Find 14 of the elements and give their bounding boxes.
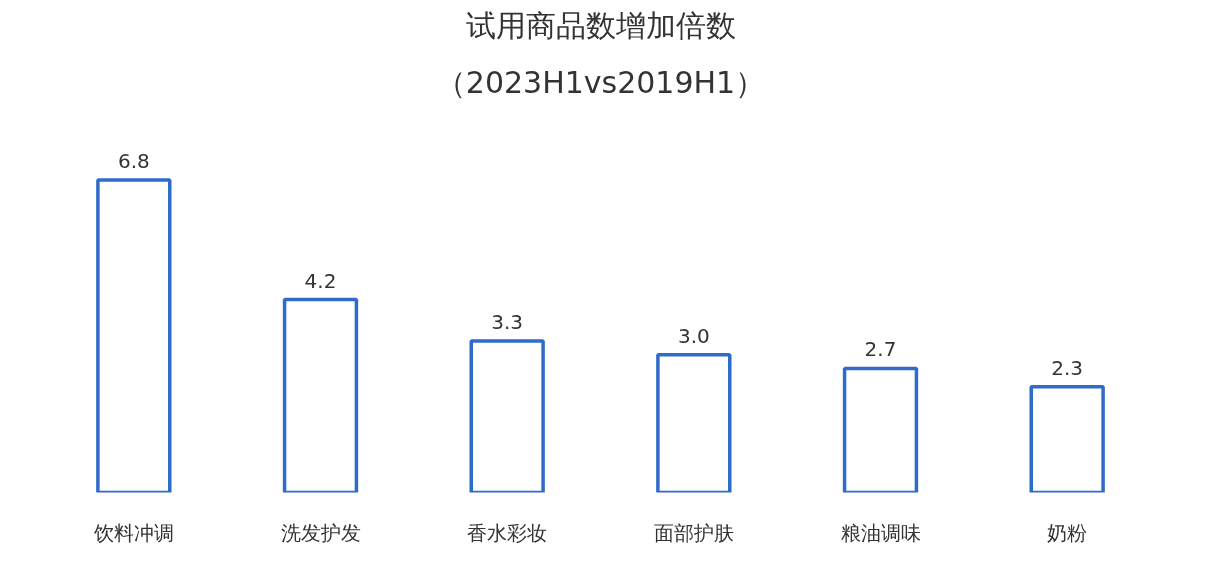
x-tick-label: 洗发护发 <box>280 520 361 545</box>
data-label: 4.2 <box>304 268 337 293</box>
data-label: 2.7 <box>864 337 897 362</box>
x-tick-label: 奶粉 <box>1047 520 1088 545</box>
x-tick-label: 面部护肤 <box>653 520 734 545</box>
data-label: 2.3 <box>1051 355 1084 380</box>
chart-subtitle: （2023H1vs2019H1） <box>435 64 766 100</box>
chart-title: 试用商品数增加倍数 <box>465 7 736 43</box>
x-tick-label: 粮油调味 <box>840 520 921 545</box>
x-tick-label: 饮料冲调 <box>92 520 174 545</box>
data-label: 6.8 <box>117 149 150 174</box>
x-tick-label: 香水彩妆 <box>467 520 548 545</box>
data-label: 3.3 <box>491 309 524 334</box>
data-label: 3.0 <box>677 323 710 348</box>
